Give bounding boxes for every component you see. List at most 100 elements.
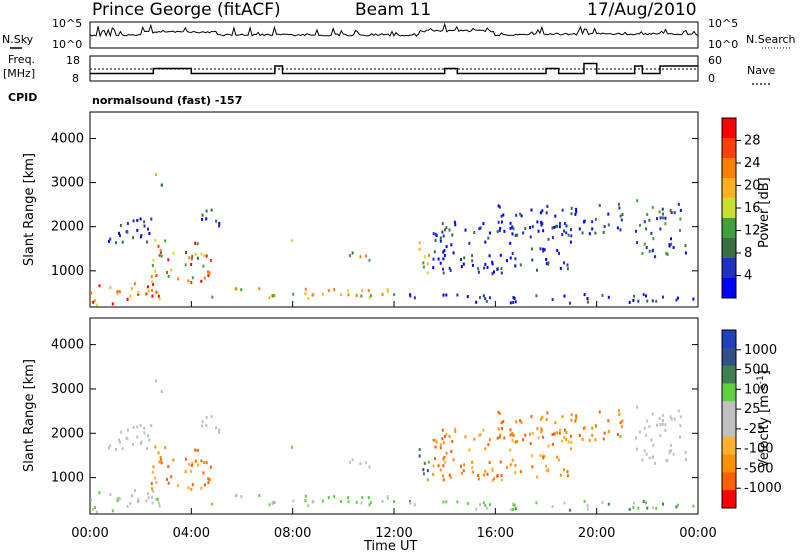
velocity-cell <box>675 505 678 509</box>
velocity-cell <box>650 438 653 442</box>
power-cell <box>551 236 554 240</box>
velocity-cell <box>628 507 631 511</box>
nsearch-tick-top: 10^5 <box>708 17 738 30</box>
velocity-cell <box>545 417 548 421</box>
power-cell <box>551 298 554 301</box>
power-cell <box>652 237 655 241</box>
power-cell <box>563 261 565 265</box>
velocity-colorbar-tick-label: -500 <box>744 461 774 476</box>
velocity-cell <box>460 471 463 475</box>
velocity-cell <box>194 448 197 452</box>
velocity-cell <box>207 477 209 481</box>
velocity-cell <box>566 470 569 474</box>
velocity-colorbar-frame <box>721 329 737 509</box>
velocity-cell <box>321 499 324 503</box>
power-cell <box>209 259 212 262</box>
power-cell <box>240 288 243 292</box>
power-cell <box>95 303 98 307</box>
power-cell <box>540 220 543 224</box>
velocity-cell <box>522 438 525 442</box>
velocity-cell <box>535 501 538 505</box>
power-cell <box>201 213 204 217</box>
velocity-cell <box>520 420 523 424</box>
velocity-colorbar-swatch <box>722 436 736 456</box>
power-cell <box>565 224 568 228</box>
velocity-cell <box>514 471 517 475</box>
power-cell <box>575 210 578 214</box>
power-cell <box>588 232 591 236</box>
power-cell <box>292 292 295 296</box>
velocity-cell <box>692 504 695 508</box>
velocity-cell <box>137 497 140 501</box>
power-cell <box>190 257 193 261</box>
power-colorbar-tick-label: 20 <box>744 179 761 194</box>
freq-tick-top: 18 <box>66 54 80 67</box>
velocity-cell <box>445 451 448 455</box>
power-cell <box>428 253 430 257</box>
velocity-cell <box>240 495 243 499</box>
time-tick-label: 04:00 <box>173 526 210 541</box>
power-colorbar-swatch <box>722 238 736 259</box>
power-cell <box>205 217 208 221</box>
velocity-cell <box>111 509 114 513</box>
power-cell <box>368 258 371 262</box>
velocity-colorbar-label-end: ] <box>757 370 772 375</box>
velocity-cell <box>271 501 274 505</box>
velocity-cell <box>464 435 467 439</box>
velocity-cell <box>119 430 122 434</box>
power-cell <box>651 248 654 252</box>
power-colorbar-tick-label: 28 <box>744 134 761 149</box>
velocity-colorbar-swatch <box>722 490 736 509</box>
power-cell <box>151 280 154 284</box>
velocity-cell <box>92 507 95 511</box>
velocity-cell <box>132 426 135 429</box>
power-cell <box>160 250 162 254</box>
power-cell <box>111 302 114 306</box>
velocity-cell <box>471 460 474 464</box>
power-cell <box>393 293 396 297</box>
velocity-cell <box>607 430 610 433</box>
power-cell <box>456 293 459 297</box>
velocity-cell <box>553 432 556 436</box>
velocity-colorbar-tick-label: -100 <box>744 442 774 457</box>
power-cell <box>536 268 538 272</box>
power-cell <box>441 222 444 226</box>
power-cell <box>121 240 124 244</box>
power-cell <box>347 293 350 297</box>
power-cell <box>207 270 209 274</box>
velocity-cell <box>588 438 591 442</box>
velocity-cell <box>387 496 390 500</box>
power-cell <box>423 255 426 259</box>
velocity-cell <box>147 434 149 438</box>
velocity-cell <box>567 440 570 444</box>
velocity-cell <box>479 503 481 507</box>
power-cell <box>558 251 560 255</box>
velocity-cell <box>422 468 425 472</box>
cpid-label: CPID <box>8 91 37 104</box>
velocity-cell <box>488 438 491 442</box>
power-cell <box>147 227 149 231</box>
power-cell <box>664 222 667 226</box>
power-cell <box>482 222 485 226</box>
velocity-cell <box>134 489 136 493</box>
velocity-cell <box>655 506 658 510</box>
power-cell <box>460 265 463 269</box>
velocity-cell <box>359 462 362 465</box>
velocity-cell <box>187 486 190 490</box>
velocity-cell <box>509 448 512 452</box>
time-tick-label: 16:00 <box>477 526 514 541</box>
velocity-cell <box>574 419 577 423</box>
velocity-cell <box>177 484 180 488</box>
velocity-cell <box>563 436 566 440</box>
velocity-cell <box>530 415 533 418</box>
power-cell <box>475 300 478 304</box>
power-cell <box>483 266 486 270</box>
chart-title: Prince George (fitACF) <box>92 0 281 20</box>
velocity-cell <box>503 436 506 440</box>
velocity-cell <box>158 460 161 464</box>
power-cell <box>381 292 384 296</box>
velocity-cell <box>491 469 494 473</box>
power-cell <box>151 288 153 292</box>
power-cell <box>642 293 645 297</box>
velocity-cell <box>152 465 155 469</box>
